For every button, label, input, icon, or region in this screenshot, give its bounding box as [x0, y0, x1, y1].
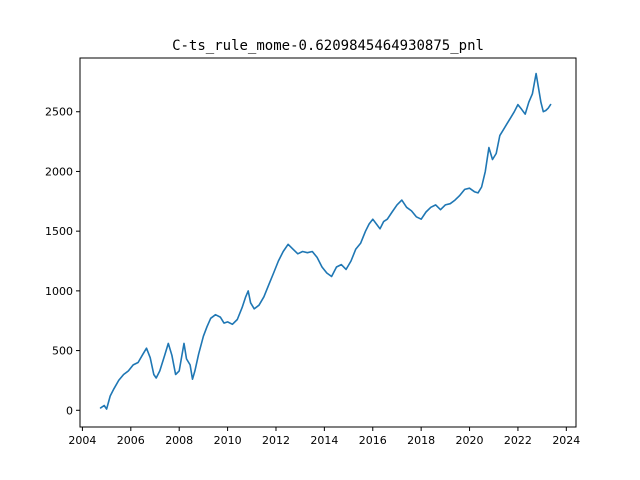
x-tick-label: 2012: [262, 434, 290, 447]
x-tick-label: 2022: [504, 434, 532, 447]
y-tick-label: 500: [52, 345, 73, 358]
x-tick-label: 2004: [68, 434, 96, 447]
x-tick-label: 2018: [407, 434, 435, 447]
y-tick-label: 1500: [45, 225, 73, 238]
x-tick-label: 2010: [214, 434, 242, 447]
y-tick-label: 0: [66, 404, 73, 417]
chart-title: C-ts_rule_mome-0.6209845464930875_pnl: [172, 38, 484, 54]
y-tick-label: 2500: [45, 106, 73, 119]
plot-area-frame: [79, 57, 577, 428]
x-tick-label: 2014: [310, 434, 338, 447]
x-tick-label: 2006: [117, 434, 145, 447]
y-tick-label: 2000: [45, 165, 73, 178]
x-axis: 2004 2006 2008 2010 2012 2014 2016 2018 2020 2022…: [68, 427, 580, 447]
series-line-pnl: [99, 72, 552, 410]
x-tick-label: 2024: [552, 434, 580, 447]
x-tick-label: 2008: [165, 434, 193, 447]
plot-series: [99, 72, 552, 410]
x-tick-label: 2020: [456, 434, 484, 447]
y-axis: 0 500 1000 1500 2000 2500: [45, 106, 80, 417]
x-tick-label: 2016: [359, 434, 387, 447]
y-tick-label: 1000: [45, 285, 73, 298]
